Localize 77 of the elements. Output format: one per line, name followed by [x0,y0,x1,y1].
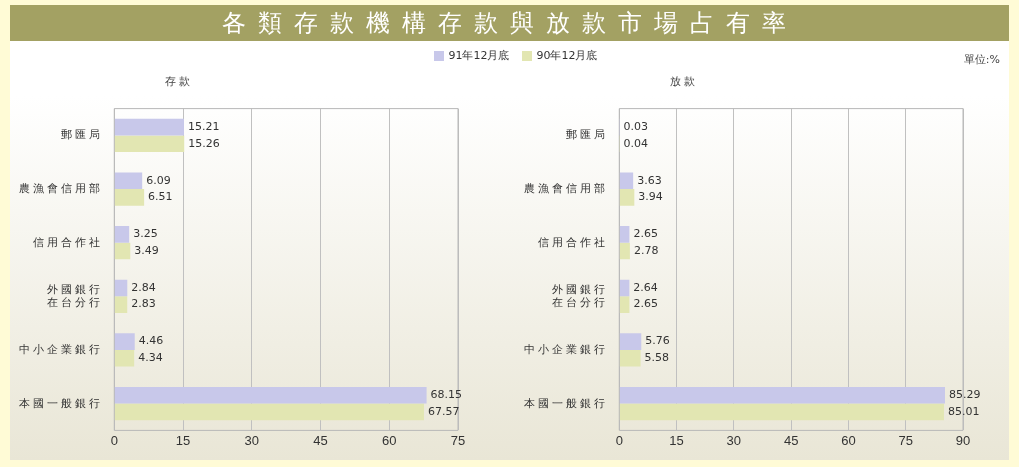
data-label: 2.83 [131,297,156,311]
bar [619,349,641,367]
data-label: 2.64 [633,280,658,294]
x-tick-label: 60 [382,432,397,448]
x-tick-label: 60 [841,432,856,448]
bar [619,333,642,350]
data-label: 6.51 [148,190,173,204]
x-tick-label: 45 [783,432,799,448]
bar [114,333,135,350]
data-label: 2.65 [633,297,658,311]
text: 單位:% [963,52,1000,67]
x-tick-label: 75 [450,432,466,448]
legend-label: 91年12月底 [448,49,510,62]
data-label: 4.46 [138,334,164,348]
bar [619,296,630,313]
x-tick-label: 75 [898,432,913,448]
x-tick-label: 15 [175,432,191,448]
bar [114,172,143,190]
data-label: 4.34 [138,351,163,365]
data-label: 0.04 [623,136,648,150]
data-label: 2.84 [131,280,156,294]
chart-subtitle: 存 款 [165,74,191,89]
legend-label: 90年12月底 [536,49,598,62]
bar [114,296,128,313]
bar [619,403,944,421]
y-tick-label: 本 國 一 般 銀 行 [19,396,101,409]
data-label: 2.65 [633,227,658,241]
x-tick-label: 15 [669,432,684,448]
bar [619,279,630,297]
data-label: 2.78 [633,243,659,257]
bar [619,386,946,404]
bar [114,226,130,243]
y-tick-label: 農 漁 會 信 用 部 [19,182,101,195]
data-label: 6.09 [146,173,171,187]
bar [114,135,185,153]
y-tick-label: 郵 匯 局 [61,128,101,141]
x-tick-label: 90 [955,432,971,448]
bar [114,279,128,297]
y-tick-label: 外 國 銀 行在 台 分 行 [552,282,606,308]
text: 各類存款機構存款與放款市場占有率 [10,5,1009,41]
data-label: 85.29 [949,388,981,402]
data-label: 3.63 [637,173,662,187]
bar [114,403,424,421]
y-tick-label: 本 國 一 般 銀 行 [524,396,606,409]
data-label: 68.15 [430,388,463,402]
x-tick-label: 30 [726,432,742,448]
bar [114,118,184,136]
data-label: 5.58 [644,351,670,365]
y-tick-label: 郵 匯 局 [566,128,606,141]
x-tick-label: 0 [110,432,118,448]
data-label: 67.57 [427,404,460,418]
bar [619,242,630,260]
chart-subtitle: 放 款 [670,74,696,89]
x-tick-label: 0 [615,432,623,448]
y-tick-label: 中 小 企 業 銀 行 [19,342,101,355]
data-label: 3.25 [133,227,158,241]
x-tick-label: 30 [244,432,259,448]
y-tick-label: 信 用 合 作 社 [33,235,101,248]
bar [619,226,630,243]
data-label: 3.94 [638,190,663,204]
bar [114,386,427,404]
data-label: 3.49 [134,243,159,257]
bar [619,172,634,190]
data-label: 15.21 [187,119,220,133]
y-tick-label: 信 用 合 作 社 [538,235,606,248]
y-tick-label: 外 國 銀 行在 台 分 行 [47,282,101,308]
bar [114,189,145,206]
data-label: 5.76 [645,334,670,348]
data-label: 85.01 [947,404,980,418]
y-tick-label: 中 小 企 業 銀 行 [524,342,606,355]
bar [114,242,131,260]
y-tick-label: 農 漁 會 信 用 部 [524,182,606,195]
data-label: 0.03 [623,119,648,133]
bar [619,189,635,206]
x-tick-label: 45 [313,432,328,448]
bar [114,349,135,367]
data-label: 15.26 [188,136,220,150]
